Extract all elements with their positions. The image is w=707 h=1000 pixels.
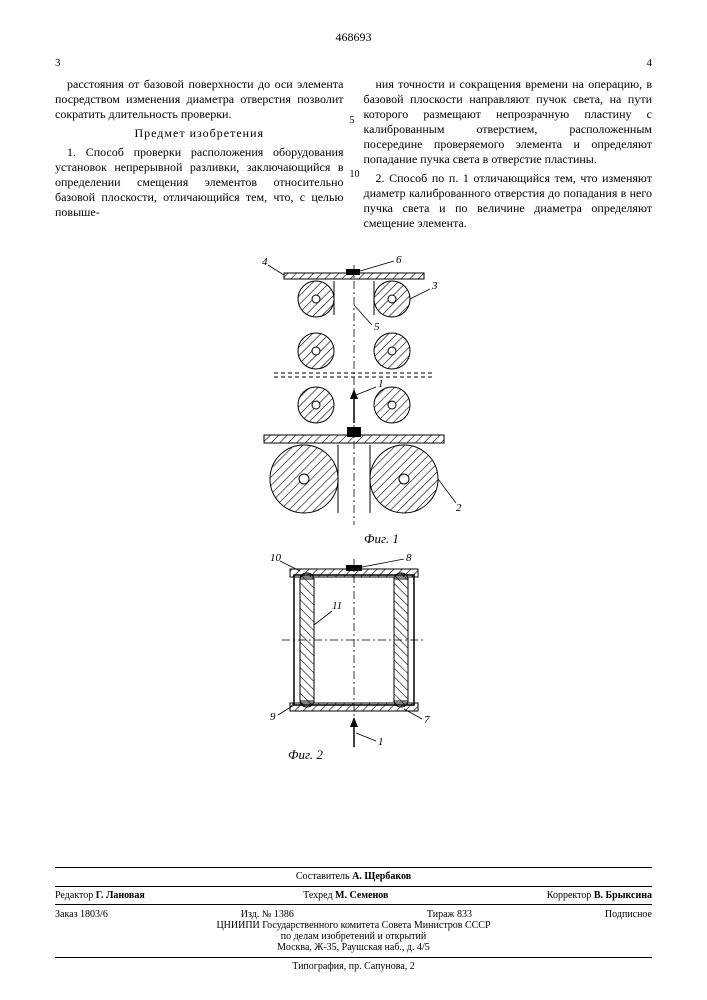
page-num-left: 3 (55, 57, 344, 71)
editor: Редактор Г. Лановая (55, 890, 145, 901)
izd-num: Изд. № 1386 (241, 909, 294, 920)
two-column-text: 3 расстояния от базовой поверхности до о… (55, 57, 652, 235)
footer: Составитель А. Щербаков Редактор Г. Лано… (55, 867, 652, 972)
fig-label-8: 8 (406, 552, 412, 564)
credits-row: Редактор Г. Лановая Техред М. Семенов Ко… (55, 886, 652, 905)
addr: Москва, Ж-35, Раушская наб., д. 4/5 (55, 942, 652, 953)
fig-label-11: 11 (332, 600, 342, 612)
compiler-line: Составитель А. Щербаков (55, 871, 652, 882)
fig-label-2: 2 (456, 502, 462, 514)
tech: Техред М. Семенов (303, 890, 388, 901)
fig1-large-rollers: 2 (264, 427, 462, 514)
claims-heading: Предмет изобретения (55, 126, 344, 141)
corrector: Корректор В. Брыксина (547, 890, 652, 901)
fig-label-10: 10 (270, 552, 282, 564)
fig-label-4: 4 (262, 256, 268, 268)
order-num: Заказ 1803/6 (55, 909, 108, 920)
podpis: Подписное (605, 909, 652, 920)
right-p1: ния точности и сокращения времени на опе… (364, 77, 653, 167)
fig-label-1a: 1 (378, 378, 384, 390)
fig-label-5: 5 (374, 321, 380, 333)
line-mark-5: 5 (350, 115, 355, 128)
fig-label-6: 6 (396, 255, 402, 266)
fig1-mid-rollers (274, 333, 434, 377)
tirazh: Тираж 833 (427, 909, 472, 920)
right-column: 4 5 10 ния точности и сокращения времени… (364, 57, 653, 235)
org1: ЦНИИПИ Государственного комитета Совета … (55, 920, 652, 931)
fig2: 10 8 11 9 7 1 Фиг. 2 (270, 552, 430, 762)
org2: по делам изобретений и открытий (55, 931, 652, 942)
fig2-caption: Фиг. 2 (288, 747, 323, 762)
left-p1: расстояния от базовой поверхности до оси… (55, 77, 344, 122)
fig-label-1b: 1 (378, 736, 384, 748)
fig-label-9: 9 (270, 711, 276, 723)
fig1-caption: Фиг. 1 (364, 531, 399, 546)
fig-label-3: 3 (431, 280, 438, 292)
left-column: 3 расстояния от базовой поверхности до о… (55, 57, 344, 235)
fig1-top-rollers: 4 6 3 5 (262, 255, 438, 333)
patent-number: 468693 (55, 30, 652, 45)
figures-block: 4 6 3 5 (55, 255, 652, 765)
fig-label-7: 7 (424, 714, 430, 726)
page-num-right: 4 (364, 57, 653, 71)
line-mark-10: 10 (350, 169, 360, 182)
patent-figures: 4 6 3 5 (204, 255, 504, 765)
left-p2: 1. Способ проверки расположения оборудов… (55, 145, 344, 220)
typo: Типография, пр. Сапунова, 2 (55, 957, 652, 972)
right-p2: 2. Способ по п. 1 отличающийся тем, что … (364, 171, 653, 231)
pub-row: Заказ 1803/6 Изд. № 1386 Тираж 833 Подпи… (55, 909, 652, 920)
